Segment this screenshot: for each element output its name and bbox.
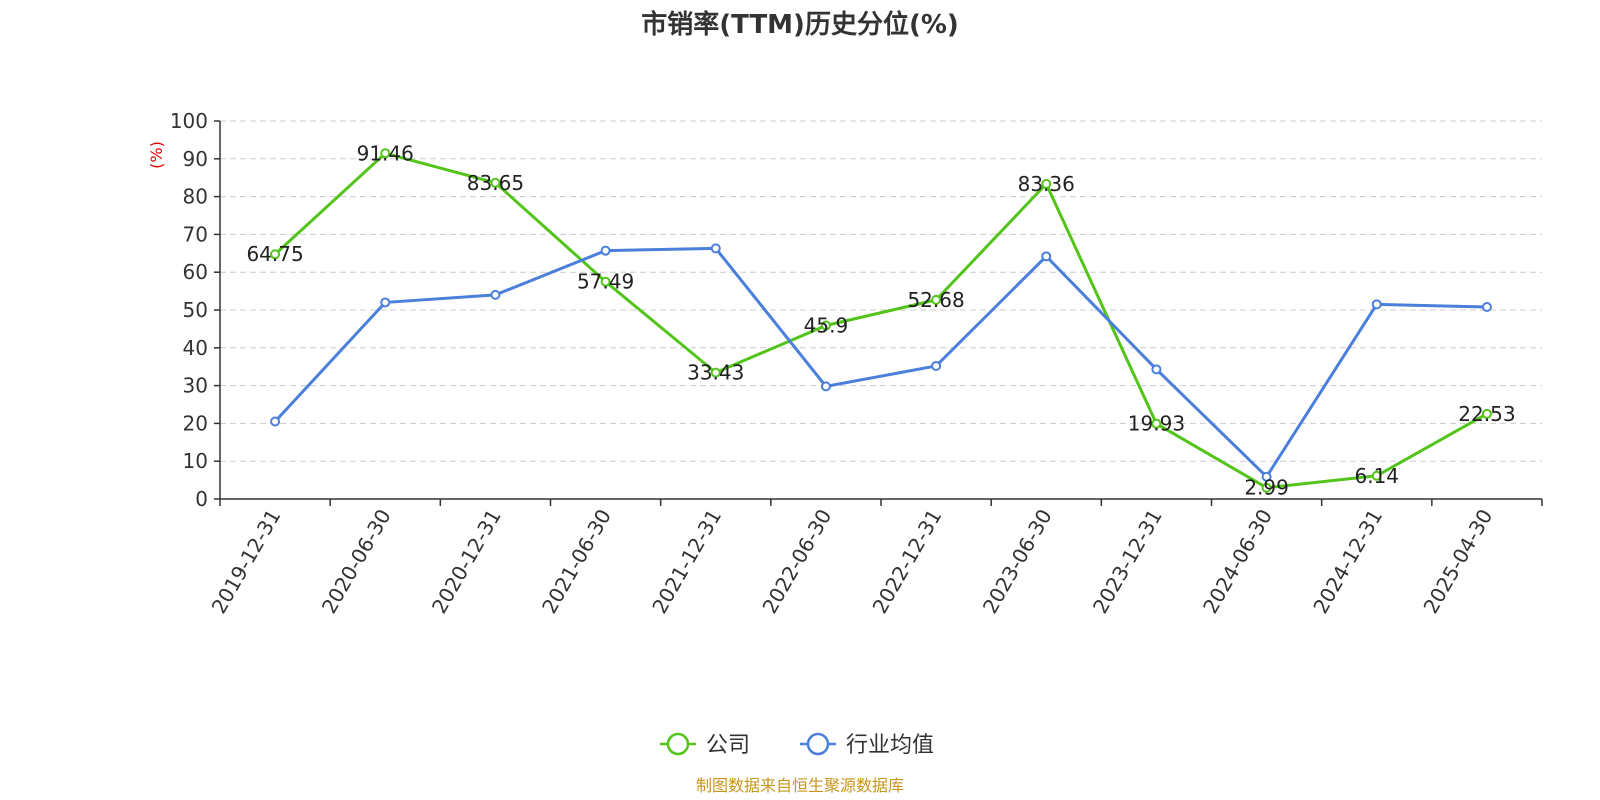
data-point bbox=[820, 320, 831, 331]
data-point bbox=[380, 297, 391, 308]
data-point bbox=[600, 245, 611, 256]
x-tick-label: 2024-12-31 bbox=[1308, 505, 1387, 618]
y-tick-label: 80 bbox=[183, 185, 208, 209]
series-layer: 64.75 91.46 83.65 57.49 33.43 45.9 52.68 83.36 1… bbox=[246, 141, 1515, 499]
x-tick-label: 2022-12-31 bbox=[868, 505, 947, 618]
data-label: 33.43 bbox=[687, 361, 744, 385]
x-tick-label: 2023-06-30 bbox=[978, 505, 1057, 618]
legend-label: 公司 bbox=[706, 733, 750, 758]
y-tick-label: 30 bbox=[183, 374, 208, 398]
data-point bbox=[1371, 299, 1382, 310]
data-point bbox=[270, 249, 281, 260]
data-label: 83.36 bbox=[1018, 172, 1075, 196]
data-label: 22.53 bbox=[1458, 402, 1515, 426]
series-line bbox=[273, 246, 1487, 479]
chart-title: 市销率(TTM)历史分位(%) bbox=[641, 9, 959, 40]
legend: 公司 行业均值 bbox=[660, 732, 934, 758]
data-point bbox=[1041, 251, 1052, 262]
data-label: 52.68 bbox=[907, 288, 964, 312]
data-point bbox=[380, 148, 391, 159]
data-point bbox=[931, 294, 942, 305]
x-tick-label: 2021-12-31 bbox=[647, 505, 726, 618]
data-label: 6.14 bbox=[1354, 464, 1399, 488]
data-point bbox=[931, 360, 942, 371]
series-company bbox=[270, 148, 1492, 493]
y-axis-label: (%) bbox=[147, 141, 166, 169]
data-point bbox=[1041, 178, 1052, 189]
x-tick-label: 2023-12-31 bbox=[1088, 505, 1167, 618]
data-point bbox=[1481, 408, 1492, 419]
series-line bbox=[274, 151, 1488, 490]
legend-item-company: 公司 bbox=[660, 732, 750, 758]
data-label: 2.99 bbox=[1244, 476, 1289, 500]
data-point bbox=[1151, 418, 1162, 429]
x-tick-label: 2024-06-30 bbox=[1198, 505, 1277, 618]
source-note: 制图数据来自恒生聚源数据库 bbox=[696, 776, 904, 795]
y-tick-label: 40 bbox=[183, 336, 208, 360]
x-tick-label: 2020-06-30 bbox=[317, 505, 396, 618]
y-tick-label: 20 bbox=[183, 411, 208, 435]
data-label: 45.9 bbox=[804, 313, 849, 337]
x-tick-label: 2025-04-30 bbox=[1418, 505, 1497, 618]
y-tick-label: 10 bbox=[183, 449, 208, 473]
grid-lines bbox=[220, 120, 1542, 462]
x-tick-label: 2019-12-31 bbox=[207, 505, 286, 618]
data-point bbox=[600, 276, 611, 287]
x-axis: 2019-12-31 2020-06-30 2020-12-31 2021-06-30… bbox=[207, 498, 1543, 618]
data-label: 64.75 bbox=[246, 242, 303, 266]
legend-label: 行业均值 bbox=[846, 733, 934, 758]
y-axis: 0 10 20 30 40 50 60 70 80 90 100 bbox=[170, 109, 221, 511]
data-point bbox=[1261, 482, 1272, 493]
data-point bbox=[1481, 301, 1492, 312]
data-label: 57.49 bbox=[577, 270, 634, 294]
data-point bbox=[710, 243, 721, 254]
data-point bbox=[820, 381, 831, 392]
y-tick-label: 70 bbox=[183, 222, 208, 246]
data-label: 91.46 bbox=[357, 141, 414, 165]
y-tick-label: 100 bbox=[170, 109, 208, 133]
data-point bbox=[1371, 470, 1382, 481]
data-point bbox=[270, 416, 281, 427]
x-tick-label: 2020-12-31 bbox=[427, 505, 506, 618]
data-point bbox=[490, 289, 501, 300]
y-tick-label: 50 bbox=[183, 298, 208, 322]
y-tick-label: 60 bbox=[183, 260, 208, 284]
legend-item-industry-average: 行业均值 bbox=[800, 732, 934, 758]
data-point bbox=[490, 177, 501, 188]
legend-marker bbox=[806, 732, 830, 756]
y-tick-label: 90 bbox=[183, 147, 208, 171]
y-tick-label: 0 bbox=[195, 487, 208, 511]
x-tick-label: 2021-06-30 bbox=[537, 505, 616, 618]
legend-marker bbox=[666, 732, 690, 756]
data-label: 19.93 bbox=[1128, 412, 1185, 436]
series-industry-average bbox=[270, 243, 1492, 482]
data-labels: 64.75 91.46 83.65 57.49 33.43 45.9 52.68 83.36 1… bbox=[246, 141, 1515, 499]
data-point bbox=[1261, 471, 1272, 482]
data-label: 83.65 bbox=[467, 171, 524, 195]
data-point bbox=[1151, 364, 1162, 375]
x-tick-label: 2022-06-30 bbox=[757, 505, 836, 618]
data-point bbox=[710, 367, 721, 378]
